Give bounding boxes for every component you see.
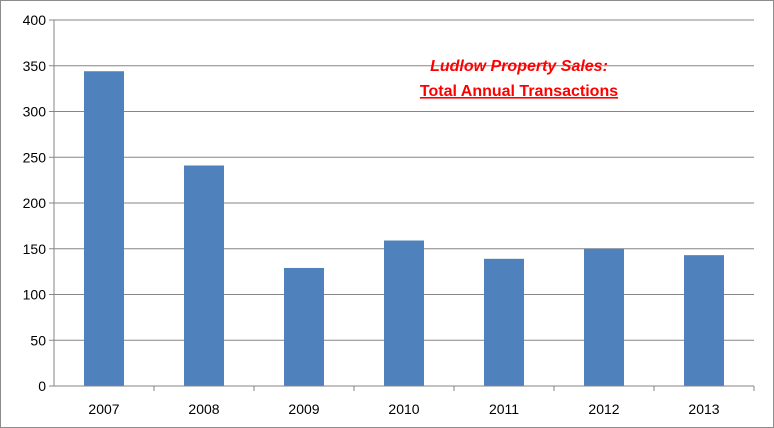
- x-tick-label-2008: 2008: [188, 401, 219, 417]
- chart-subtitle: Total Annual Transactions: [420, 83, 618, 100]
- x-tick-label-2011: 2011: [489, 401, 519, 417]
- x-tick-label-2009: 2009: [288, 401, 319, 417]
- bar-2009: [284, 267, 324, 386]
- axes: [53, 20, 754, 387]
- y-tick-label: 250: [23, 149, 47, 165]
- y-tick-label: 350: [23, 58, 47, 74]
- bar-2012: [584, 248, 624, 386]
- y-tick-label: 150: [23, 241, 47, 257]
- y-tick-labels: 0 50 100 150 200 250 300 350 400: [23, 12, 47, 394]
- bar-2008: [184, 165, 224, 386]
- x-tick-labels: 2007 2008 2009 2010 2011 2012 2013: [88, 401, 719, 417]
- y-tick-label: 200: [23, 195, 47, 211]
- chart-title-block: Ludlow Property Sales: Total Annual Tran…: [420, 58, 618, 100]
- bars: [84, 71, 724, 387]
- bar-2007: [84, 71, 124, 387]
- chart-title: Ludlow Property Sales:: [430, 58, 608, 75]
- y-tick-label: 100: [23, 287, 47, 303]
- x-tick-label-2012: 2012: [588, 401, 619, 417]
- bar-2011: [484, 258, 524, 386]
- bar-2010: [384, 240, 424, 386]
- y-tick-label: 0: [38, 378, 46, 394]
- y-tick-label: 400: [23, 12, 47, 28]
- y-tick-label: 300: [23, 104, 47, 120]
- y-tick-label: 50: [30, 332, 46, 348]
- x-tick-label-2010: 2010: [388, 401, 419, 417]
- x-tick-label-2007: 2007: [88, 401, 119, 417]
- x-tick-label-2013: 2013: [688, 401, 719, 417]
- bar-2013: [684, 255, 724, 386]
